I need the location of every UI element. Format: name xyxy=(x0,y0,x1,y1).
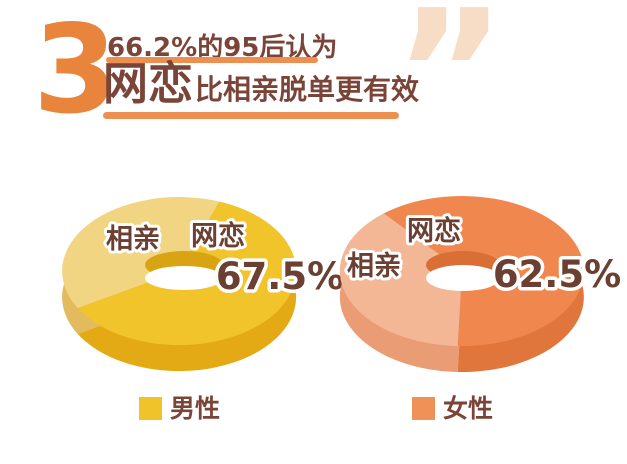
male-value-label: 67.5% xyxy=(216,255,344,298)
male-xiangqin-label: 相亲 xyxy=(106,224,160,255)
donut-male-shapes xyxy=(62,197,297,372)
male-wanglian-label: 网恋 xyxy=(191,220,245,252)
legend-label-female: 女性 xyxy=(443,394,494,423)
donut-female: 网恋 相亲 62.5% xyxy=(339,196,625,373)
donut-male: 相亲 网恋 67.5% xyxy=(62,197,348,372)
title-underline-2 xyxy=(103,112,399,119)
legend-item-female: 女性 xyxy=(412,396,493,421)
male-hole xyxy=(145,266,223,290)
female-wanglian-label: 网恋 xyxy=(407,215,461,247)
quote-mark-icon: ” xyxy=(394,0,506,172)
legend-label-male: 男性 xyxy=(170,394,221,423)
female-value-label: 62.5% xyxy=(493,253,621,296)
title-emphasis: 网恋 xyxy=(103,57,194,110)
donut0-slice-1 xyxy=(62,197,219,308)
legend-swatch-male xyxy=(139,397,162,420)
female-hole xyxy=(426,265,500,291)
female-xiangqin-label: 相亲 xyxy=(347,251,401,282)
legend-swatch-female xyxy=(412,397,435,420)
title-line2: 网恋 比相亲脱单更有效 xyxy=(103,61,419,106)
legend-item-male: 男性 xyxy=(139,396,220,421)
title-rest: 比相亲脱单更有效 xyxy=(195,73,420,106)
section-number: 3 xyxy=(33,0,118,141)
donut1-slice-1 xyxy=(339,213,462,346)
title-underline-1 xyxy=(106,57,318,63)
